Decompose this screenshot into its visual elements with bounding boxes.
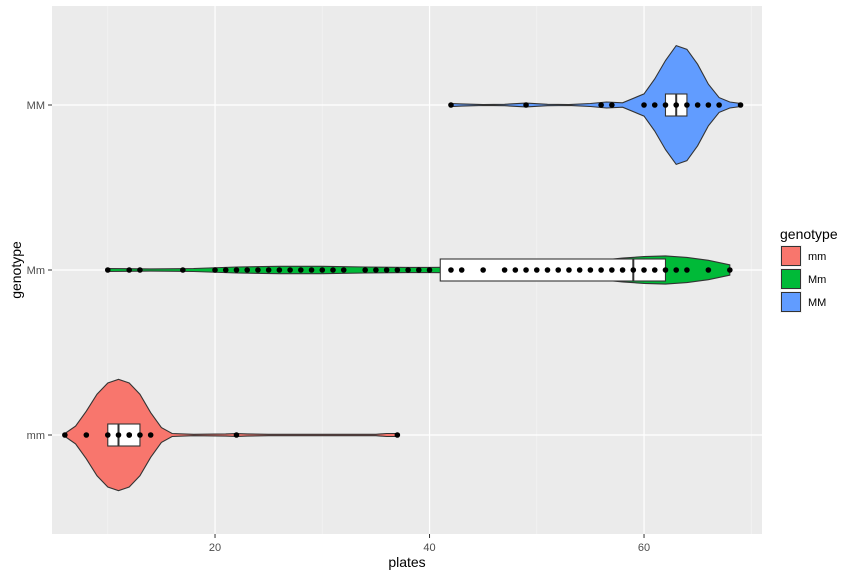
point-mm (137, 432, 143, 438)
point-Mm (630, 267, 637, 273)
point-Mm (255, 267, 261, 273)
y-axis-title: genotype (8, 241, 24, 299)
point-MM (684, 102, 690, 108)
point-mm (62, 432, 68, 438)
point-Mm (576, 267, 583, 273)
point-Mm (244, 267, 250, 273)
point-mm (233, 432, 240, 438)
point-Mm (544, 267, 551, 273)
point-MM (662, 102, 669, 108)
point-Mm (137, 267, 143, 273)
point-Mm (265, 267, 272, 273)
x-tick-label: 20 (209, 542, 221, 554)
point-Mm (448, 267, 454, 273)
legend-label-MM: MM (808, 297, 826, 309)
point-Mm (330, 267, 336, 273)
point-Mm (555, 267, 562, 273)
point-Mm (233, 267, 240, 273)
point-Mm (587, 267, 594, 273)
x-tick-label: 40 (423, 542, 435, 554)
point-MM (673, 102, 679, 108)
point-MM (694, 102, 701, 108)
point-mm (115, 432, 122, 438)
point-Mm (426, 267, 433, 273)
point-Mm (212, 267, 218, 273)
point-Mm (480, 267, 486, 273)
legend-key-mm (781, 246, 801, 266)
point-MM (641, 102, 647, 108)
x-tick-label: 60 (638, 542, 650, 554)
point-MM (716, 102, 722, 108)
point-Mm (126, 267, 133, 273)
point-Mm (180, 267, 186, 273)
point-Mm (684, 267, 690, 273)
point-Mm (673, 267, 679, 273)
point-Mm (276, 267, 283, 273)
box-mm (107, 423, 141, 447)
point-MM (448, 102, 454, 108)
point-Mm (533, 267, 540, 273)
point-mm (394, 432, 401, 438)
point-Mm (415, 267, 422, 273)
x-axis: 20 40 60 (209, 534, 650, 554)
point-Mm (641, 267, 647, 273)
point-mm (83, 432, 90, 438)
point-Mm (383, 267, 390, 273)
y-tick-label: mm (27, 430, 45, 442)
point-Mm (405, 267, 411, 273)
x-axis-title: plates (388, 554, 425, 570)
data-points (62, 102, 744, 438)
point-Mm (566, 267, 572, 273)
point-Mm (705, 267, 712, 273)
point-MM (523, 102, 529, 108)
point-Mm (619, 267, 626, 273)
point-mm (147, 432, 154, 438)
point-Mm (598, 267, 604, 273)
point-Mm (609, 267, 615, 273)
point-Mm (104, 267, 111, 273)
legend-label-Mm: Mm (808, 274, 826, 286)
point-MM (705, 102, 712, 108)
y-axis: mm Mm MM (27, 100, 52, 442)
point-Mm (394, 267, 401, 273)
y-tick-label: Mm (27, 265, 45, 277)
point-MM (598, 102, 604, 108)
y-tick-label: MM (27, 100, 45, 112)
point-Mm (727, 267, 733, 273)
point-mm (104, 432, 111, 438)
legend: genotype mm Mm MM (780, 226, 838, 313)
point-Mm (222, 267, 229, 273)
point-Mm (340, 267, 347, 273)
point-Mm (308, 267, 315, 273)
point-MM (609, 102, 615, 108)
point-Mm (512, 267, 519, 273)
legend-label-mm: mm (808, 251, 826, 263)
point-Mm (298, 267, 304, 273)
point-Mm (651, 267, 658, 273)
point-Mm (287, 267, 293, 273)
point-Mm (523, 267, 529, 273)
point-Mm (373, 267, 379, 273)
point-mm (126, 432, 133, 438)
point-MM (737, 102, 744, 108)
point-Mm (458, 267, 465, 273)
point-Mm (662, 267, 669, 273)
point-Mm (362, 267, 368, 273)
point-Mm (319, 267, 326, 273)
legend-key-MM (781, 292, 801, 312)
legend-key-Mm (781, 269, 801, 289)
point-MM (651, 102, 658, 108)
point-Mm (501, 267, 508, 273)
legend-title: genotype (780, 226, 838, 242)
